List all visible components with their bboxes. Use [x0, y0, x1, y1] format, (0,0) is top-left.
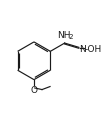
Text: -OH: -OH [84, 44, 102, 53]
Text: 2: 2 [68, 33, 73, 39]
Text: N: N [79, 44, 86, 53]
Text: O: O [30, 86, 37, 95]
Text: NH: NH [57, 30, 71, 39]
